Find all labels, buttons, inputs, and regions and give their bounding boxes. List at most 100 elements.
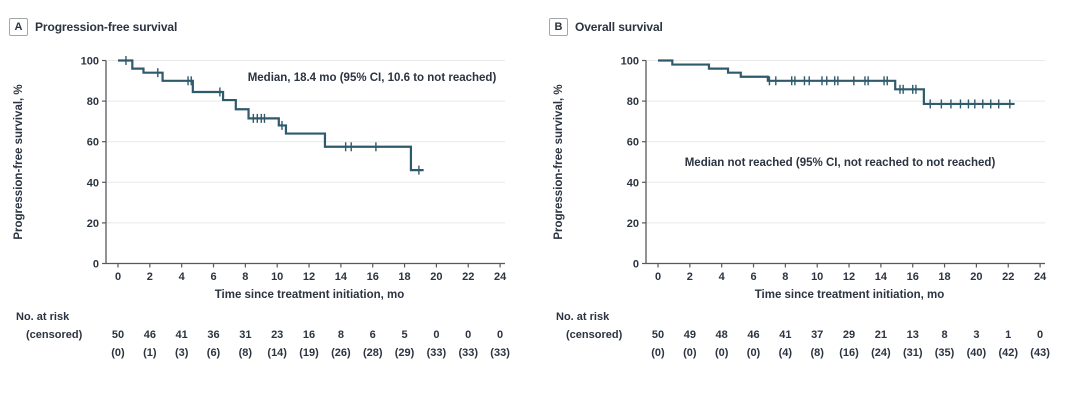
svg-text:(35): (35): [935, 347, 955, 359]
svg-text:5: 5: [401, 329, 407, 341]
svg-text:16: 16: [907, 271, 919, 283]
censor-marks: [768, 76, 1011, 109]
svg-text:40: 40: [627, 177, 639, 189]
panel-b-title: Overall survival: [575, 20, 663, 34]
svg-text:20: 20: [87, 218, 99, 230]
svg-text:20: 20: [970, 271, 982, 283]
svg-text:0: 0: [633, 259, 639, 271]
svg-text:41: 41: [779, 329, 791, 341]
median-annotation: Median not reached (95% CI, not reached …: [685, 157, 996, 169]
svg-text:4: 4: [179, 271, 186, 283]
svg-text:(0): (0): [715, 347, 729, 359]
svg-text:12: 12: [303, 271, 315, 283]
svg-text:(42): (42): [998, 347, 1018, 359]
svg-text:6: 6: [370, 329, 376, 341]
svg-text:8: 8: [941, 329, 947, 341]
svg-text:(26): (26): [331, 347, 351, 359]
svg-text:0: 0: [655, 271, 661, 283]
svg-text:37: 37: [811, 329, 823, 341]
survival-curve: [658, 59, 1015, 106]
svg-text:(33): (33): [458, 347, 478, 359]
svg-text:12: 12: [843, 271, 855, 283]
svg-text:0: 0: [1037, 329, 1043, 341]
svg-text:29: 29: [843, 329, 855, 341]
svg-text:22: 22: [1002, 271, 1014, 283]
svg-text:(4): (4): [779, 347, 793, 359]
svg-text:24: 24: [494, 271, 507, 283]
svg-text:10: 10: [271, 271, 283, 283]
svg-text:(1): (1): [143, 347, 157, 359]
svg-text:0: 0: [115, 271, 121, 283]
svg-text:(40): (40): [967, 347, 987, 359]
svg-text:(14): (14): [267, 347, 287, 359]
svg-text:1: 1: [1005, 329, 1011, 341]
svg-text:Median, 18.4 mo (95% CI, 10.6: Median, 18.4 mo (95% CI, 10.6 to not rea…: [248, 72, 497, 84]
svg-text:48: 48: [716, 329, 728, 341]
svg-text:10: 10: [811, 271, 823, 283]
svg-text:100: 100: [621, 56, 639, 68]
svg-text:(6): (6): [207, 347, 221, 359]
risk-table: No. at risk (censored) 50 (0) 49 (0) 48 (0) 46 (0…: [556, 311, 1050, 359]
panel-a-title: Progression-free survival: [35, 20, 178, 34]
svg-text:40: 40: [87, 177, 99, 189]
panel-b-letter-badge: B: [549, 18, 568, 36]
svg-text:100: 100: [81, 56, 99, 68]
svg-text:8: 8: [782, 271, 788, 283]
svg-text:80: 80: [627, 96, 639, 108]
svg-text:0: 0: [93, 259, 99, 271]
x-axis-title: Time since treatment initiation, mo: [215, 289, 405, 301]
svg-text:13: 13: [907, 329, 919, 341]
svg-text:8: 8: [242, 271, 248, 283]
svg-text:46: 46: [747, 329, 759, 341]
svg-text:(8): (8): [810, 347, 824, 359]
svg-text:0: 0: [497, 329, 503, 341]
svg-text:8: 8: [338, 329, 344, 341]
panel-b-header: B Overall survival: [549, 18, 663, 36]
svg-text:6: 6: [210, 271, 216, 283]
svg-text:16: 16: [303, 329, 315, 341]
gridlines: [106, 60, 505, 224]
svg-text:(0): (0): [683, 347, 697, 359]
y-axis: 0 20 40 60 80 100 Progression-free survival, %: [13, 56, 107, 271]
risk-table-label: No. at risk: [16, 311, 70, 323]
svg-text:(24): (24): [871, 347, 891, 359]
svg-text:60: 60: [87, 137, 99, 149]
svg-text:0: 0: [433, 329, 439, 341]
svg-text:(8): (8): [239, 347, 253, 359]
svg-text:16: 16: [367, 271, 379, 283]
svg-text:(31): (31): [903, 347, 923, 359]
svg-text:(33): (33): [490, 347, 510, 359]
risk-table: No. at risk(censored) 50(0)46(1)41(3)36(6…: [16, 311, 510, 359]
svg-text:21: 21: [875, 329, 887, 341]
svg-text:(16): (16): [839, 347, 859, 359]
panel-progression-free-survival: A Progression-free survival 0 20 40 60 80 100…: [9, 18, 510, 360]
svg-text:50: 50: [652, 329, 664, 341]
svg-text:22: 22: [462, 271, 474, 283]
median-annotation: Median, 18.4 mo (95% CI, 10.6 to not rea…: [248, 72, 497, 84]
panel-a-header: A Progression-free survival: [9, 18, 177, 36]
svg-text:(19): (19): [299, 347, 319, 359]
svg-text:14: 14: [335, 271, 348, 283]
gridlines: [646, 60, 1045, 224]
x-axis-title: Time since treatment initiation, mo: [755, 289, 945, 301]
svg-text:(33): (33): [427, 347, 447, 359]
svg-text:Median not reached (95% CI, no: Median not reached (95% CI, not reached …: [685, 157, 996, 169]
svg-text:18: 18: [398, 271, 410, 283]
svg-text:(0): (0): [651, 347, 665, 359]
svg-text:2: 2: [687, 271, 693, 283]
svg-text:(3): (3): [175, 347, 189, 359]
svg-text:23: 23: [271, 329, 283, 341]
y-axis-title: Progression-free survival, %: [13, 84, 25, 239]
svg-text:49: 49: [684, 329, 696, 341]
svg-text:50: 50: [112, 329, 124, 341]
svg-text:20: 20: [627, 218, 639, 230]
survival-curve: [118, 59, 424, 172]
y-axis: 0 20 40 60 80 100 Progression-free survival, %: [553, 56, 647, 271]
svg-text:60: 60: [627, 137, 639, 149]
svg-text:80: 80: [87, 96, 99, 108]
svg-text:36: 36: [207, 329, 219, 341]
svg-text:41: 41: [176, 329, 188, 341]
